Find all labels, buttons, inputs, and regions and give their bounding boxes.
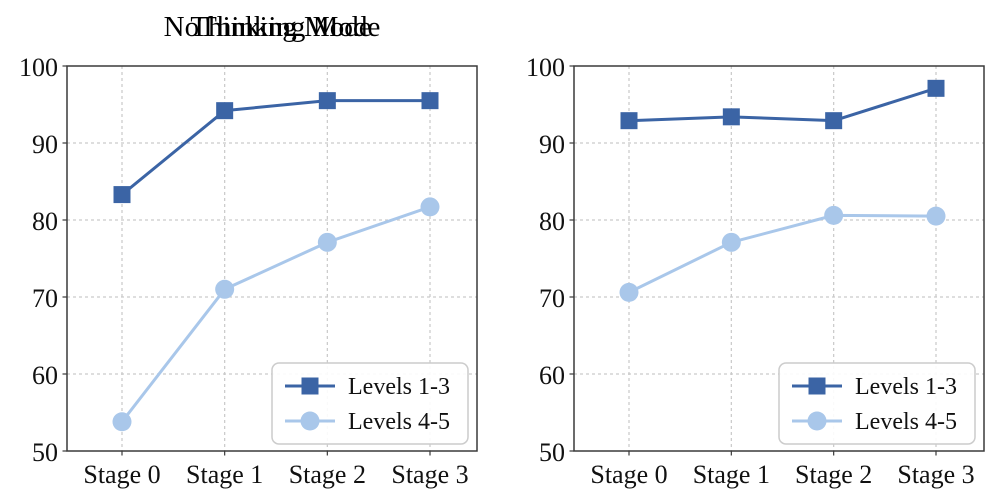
- legend-label: Levels 1-3: [348, 374, 450, 400]
- x-tick-label: Stage 0: [83, 460, 160, 489]
- y-tick-label: 60: [32, 361, 58, 390]
- legend-marker-square: [301, 377, 319, 395]
- y-tick-label: 70: [32, 284, 58, 313]
- data-point-marker-circle: [420, 197, 440, 217]
- legend-box: [778, 362, 976, 445]
- x-tick-label: Stage 3: [897, 460, 974, 489]
- chart-thinking-mode: 50 60 70 80 90 100 Stage 0 Stage 1 Stage 2 Stage …: [498, 0, 996, 498]
- legend: Levels 1-3 Levels 4-5: [778, 362, 976, 445]
- series-line-levels-4-5: [627, 213, 938, 294]
- x-tick-label: Stage 2: [289, 460, 366, 489]
- data-point-marker-circle: [215, 279, 235, 299]
- x-tick-label: Stage 2: [795, 460, 872, 489]
- y-tick-label: 80: [32, 207, 58, 236]
- y-tick-label: 100: [19, 53, 58, 82]
- y-tick-label: 50: [32, 438, 58, 467]
- data-point-marker-square: [825, 112, 843, 130]
- series-line-levels-1-3: [120, 99, 432, 197]
- series-levels-4-5: [112, 197, 440, 432]
- chart-title: NoThinking Mode: [163, 11, 381, 43]
- data-point-marker-square: [620, 112, 638, 130]
- x-tick-label: Stage 3: [391, 460, 468, 489]
- series-line-levels-4-5: [120, 205, 432, 424]
- y-tick-label: 70: [539, 284, 565, 313]
- line-chart-thinking: 50 60 70 80 90 100 Stage 0 Stage 1 Stage 2 Stage …: [526, 53, 985, 489]
- series-levels-1-3: [113, 92, 439, 204]
- legend-marker-circle: [807, 411, 827, 431]
- chart-title: Thinking Mode: [190, 11, 372, 43]
- legend-label: Levels 1-3: [855, 374, 957, 400]
- series-line-levels-1-3: [627, 86, 938, 123]
- legend-box: [271, 362, 469, 445]
- data-point-marker-square: [113, 186, 131, 204]
- series-levels-1-3: [620, 79, 945, 130]
- data-point-marker-circle: [926, 206, 946, 226]
- data-point-marker-square: [318, 92, 336, 110]
- y-tick-label: 60: [539, 361, 565, 390]
- data-point-marker-circle: [824, 205, 844, 225]
- legend-label: Levels 4-5: [348, 409, 450, 435]
- y-tick-label: 50: [539, 438, 565, 467]
- data-point-marker-square: [722, 108, 740, 126]
- data-point-marker-circle: [721, 232, 741, 252]
- legend-marker-square: [808, 377, 826, 395]
- y-tick-label: 80: [539, 207, 565, 236]
- legend-label: Levels 4-5: [855, 409, 957, 435]
- axes-box: [66, 65, 478, 452]
- data-point-marker-circle: [317, 232, 337, 252]
- legend: Levels 1-3 Levels 4-5: [271, 362, 469, 445]
- data-point-marker-circle: [619, 282, 639, 302]
- data-point-marker-circle: [112, 412, 132, 432]
- axes-box: [573, 65, 985, 452]
- y-tick-label: 90: [539, 130, 565, 159]
- legend-marker-circle: [300, 411, 320, 431]
- y-tick-label: 100: [526, 53, 565, 82]
- data-point-marker-square: [216, 102, 234, 120]
- line-chart-nothinking: 50 60 70 80 90 100 Stage 0 Stage 1 Stage 2 Stage …: [19, 53, 478, 489]
- data-point-marker-square: [927, 79, 945, 97]
- x-tick-label: Stage 1: [693, 460, 770, 489]
- data-point-marker-square: [421, 92, 439, 110]
- chart-nothinking-mode: 50 60 70 80 90 100 Stage 0 Stage 1 Stage 2 Stage …: [19, 53, 478, 489]
- y-tick-label: 90: [32, 130, 58, 159]
- series-levels-4-5: [619, 205, 946, 302]
- x-tick-label: Stage 1: [186, 460, 263, 489]
- x-tick-label: Stage 0: [590, 460, 667, 489]
